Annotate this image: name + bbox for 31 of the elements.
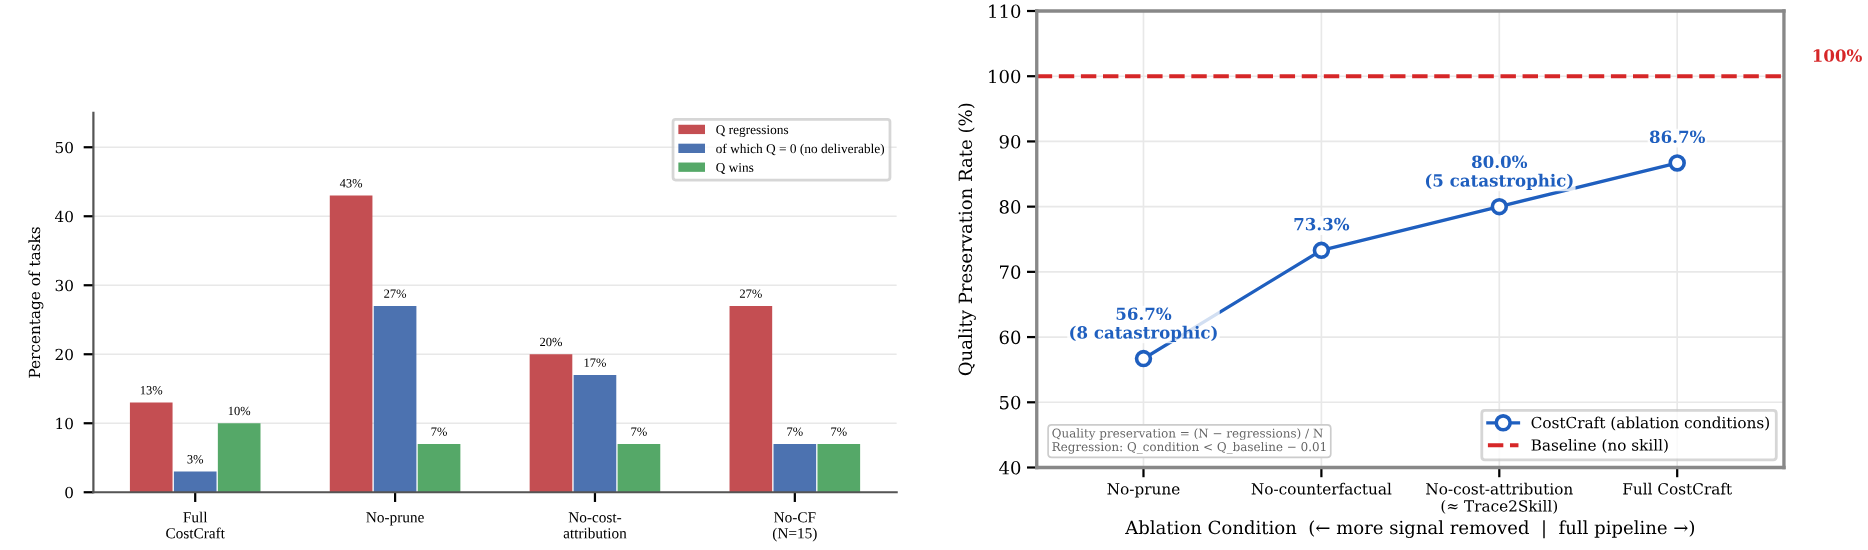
x-axis-title: Ablation Condition (← more signal removed | full pipeline →) [1125, 520, 1695, 539]
y-tick-label: 40 [999, 460, 1021, 475]
bar [129, 402, 173, 493]
point [1134, 349, 1153, 368]
data-label: 86.7% [1649, 130, 1706, 144]
data-label: 80.0% (5 catastrophic) [1425, 155, 1573, 190]
y-tick-label: 100 [989, 69, 1021, 84]
bar [529, 354, 573, 493]
y-tick-label: 60 [999, 330, 1021, 345]
y-tick-label: 50 [1000, 395, 1021, 410]
bar [573, 374, 617, 493]
bar [373, 305, 417, 493]
y-tick-label: 80 [999, 200, 1021, 214]
y-tick-label: 90 [999, 134, 1021, 149]
bar [173, 471, 217, 493]
data-label: 56.7% (8 catastrophic) [1070, 307, 1217, 342]
bar [729, 305, 773, 493]
bar [217, 423, 261, 493]
bar [617, 443, 661, 493]
point [1490, 197, 1509, 216]
data-label: 73.3% [1294, 217, 1350, 231]
bar [417, 443, 461, 493]
bar [817, 443, 861, 493]
point [1668, 154, 1686, 172]
bar [329, 195, 373, 493]
y-axis-title: Quality Preservation Rate (%) [958, 103, 976, 376]
text: 100% [1813, 49, 1862, 62]
bar [773, 443, 817, 493]
y-tick-label: 110 [989, 4, 1021, 19]
y-tick-label: 70 [1000, 265, 1021, 279]
point [1312, 241, 1331, 260]
